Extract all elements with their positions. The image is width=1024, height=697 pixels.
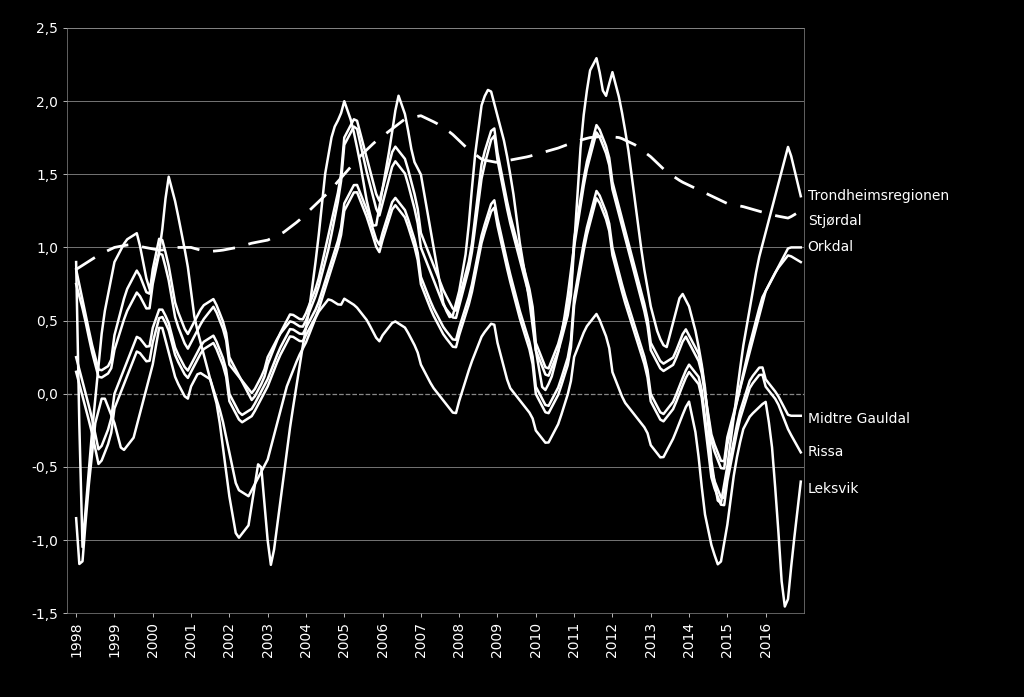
Text: Rissa: Rissa (808, 445, 844, 459)
Text: Stjørdal: Stjørdal (808, 214, 861, 228)
Text: Midtre Gauldal: Midtre Gauldal (808, 412, 909, 426)
Text: Orkdal: Orkdal (808, 240, 854, 254)
Text: Leksvik: Leksvik (808, 482, 859, 496)
Text: Trondheimsregionen: Trondheimsregionen (808, 189, 949, 204)
